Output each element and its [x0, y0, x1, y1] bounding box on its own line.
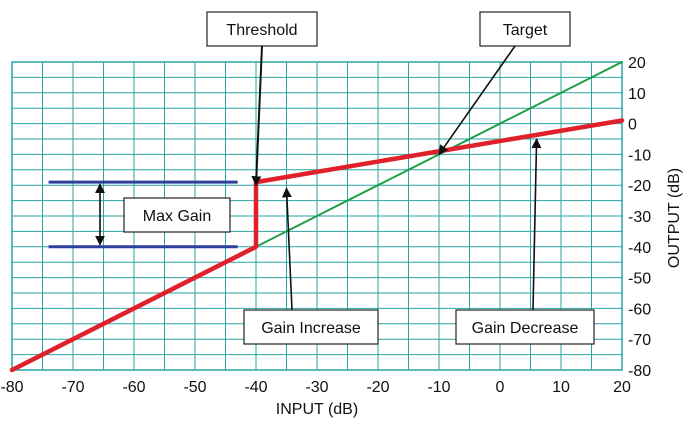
annotation-threshold: Threshold: [206, 11, 318, 187]
y-tick-label: 20: [628, 55, 646, 72]
x-tick-label: -60: [122, 379, 145, 396]
gain-decrease-label: Gain Decrease: [472, 320, 579, 337]
x-tick-label: 10: [552, 379, 570, 396]
x-tick-label: -80: [0, 379, 23, 396]
y-tick-label: 10: [628, 86, 646, 103]
max-gain-lines: [48, 180, 238, 249]
x-tick-label: 20: [613, 379, 631, 396]
gain-increase-label: Gain Increase: [261, 320, 361, 337]
gain-decrease-arrow: [531, 138, 542, 311]
y-tick-label: -70: [628, 332, 651, 349]
x-tick-label: -40: [244, 379, 267, 396]
x-tick-label: -70: [61, 379, 84, 396]
y-tick-label: -50: [628, 271, 651, 288]
gain-increase-arrow: [281, 187, 293, 311]
y-tick-label: -30: [628, 209, 651, 226]
target-arrow: [438, 45, 516, 156]
y-tick-labels: 20 10 0 -10 -20 -30 -40 -50 -60 -70 -80: [628, 55, 651, 380]
y-tick-label: -60: [628, 301, 651, 318]
annotation-max-gain: Max Gain: [95, 183, 231, 246]
threshold-label: Threshold: [226, 22, 297, 39]
x-tick-labels: -80 -70 -60 -50 -40 -30 -20 -10 0 10 20: [0, 379, 631, 396]
threshold-arrow: [251, 45, 263, 187]
x-tick-label: -20: [366, 379, 389, 396]
annotation-gain-decrease: Gain Decrease: [455, 138, 595, 345]
threshold-label-box: [206, 11, 318, 47]
y-axis-title: OUTPUT (dB): [666, 168, 683, 268]
y-tick-label: -80: [628, 363, 651, 380]
max-gain-label-box: [123, 197, 231, 233]
x-tick-label: -10: [427, 379, 450, 396]
y-tick-label: -40: [628, 240, 651, 257]
y-tick-label: -20: [628, 178, 651, 195]
gain-decrease-label-box: [455, 309, 595, 345]
x-tick-label: -50: [183, 379, 206, 396]
y-tick-label: 0: [628, 117, 637, 134]
x-axis-title: INPUT (dB): [276, 401, 358, 418]
y-tick-label: -10: [628, 147, 651, 164]
target-label: Target: [503, 22, 548, 39]
x-tick-label: 0: [496, 379, 505, 396]
gain-increase-label-box: [243, 309, 379, 345]
annotation-target: Target: [438, 11, 571, 156]
target-label-box: [479, 11, 571, 47]
annotation-gain-increase: Gain Increase: [243, 187, 379, 345]
x-tick-label: -30: [305, 379, 328, 396]
max-gain-label: Max Gain: [143, 208, 211, 225]
